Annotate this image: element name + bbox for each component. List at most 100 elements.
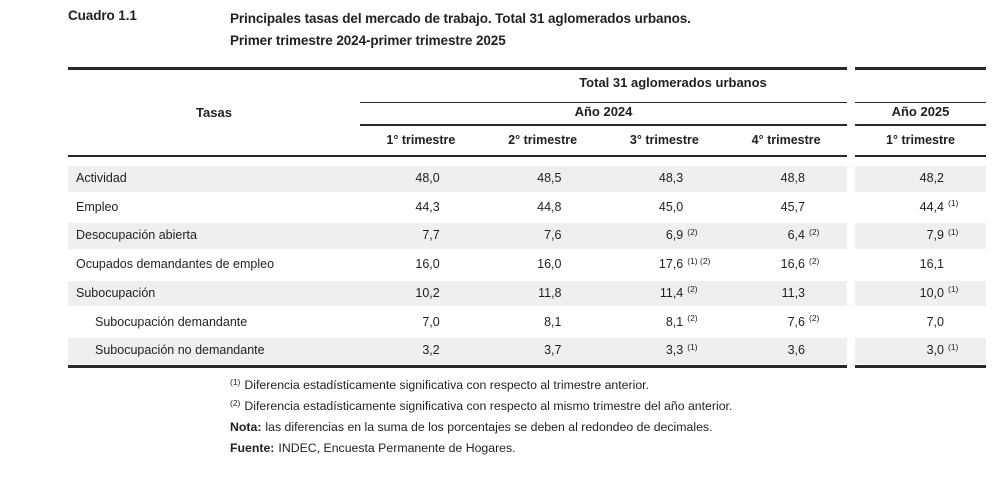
value: 7,0 (926, 314, 944, 329)
footnote-text: las diferencias en la suma de los porcen… (265, 420, 713, 434)
value: 45,7 (780, 199, 805, 214)
column-gap (847, 194, 855, 221)
value: 3,2 (422, 343, 440, 358)
table-row: Ocupados demandantes de empleo 16,0 16,0 17… (68, 252, 986, 278)
footnote-ref: (2) (809, 313, 820, 324)
value-cell: 44,4 (1) (855, 195, 986, 221)
column-gap (847, 338, 855, 364)
header-bottom-rule (68, 154, 847, 158)
quarter-header: 1° trimestre (386, 133, 456, 147)
footnote-line: Fuente: INDEC, Encuesta Permanente de Hog… (230, 438, 732, 459)
column-gap (847, 223, 855, 250)
value: 10,0 (919, 285, 944, 300)
row-label: Actividad (68, 166, 360, 192)
value-cell: 44,8 (482, 195, 604, 221)
value-cell: 48,8 (725, 166, 847, 192)
footnotes: (1) Diferencia estadísticamente significa… (230, 375, 732, 459)
value: 7,7 (422, 228, 440, 243)
footnote-ref: (2) (809, 226, 820, 237)
footnote-line: (1) Diferencia estadísticamente significa… (230, 375, 732, 396)
value-cell: 10,0 (1) (855, 280, 986, 307)
corner-header: Tasas (196, 105, 232, 120)
span-header-rule (855, 101, 986, 103)
row-label: Desocupación abierta (68, 223, 360, 250)
footnote-ref: (2) (687, 284, 698, 295)
value: 10,2 (415, 285, 440, 300)
footnote-ref: (1) (687, 341, 698, 352)
value-cell: 7,0 (360, 310, 482, 336)
value: 3,6 (787, 343, 805, 358)
value-cell: 8,1 (2) (604, 310, 726, 336)
year-header-rule (855, 124, 986, 126)
footnote-ref: (1) (948, 226, 959, 237)
value-cell: 10,2 (360, 280, 482, 307)
footnote-marker: (1) (230, 377, 241, 387)
table-number: Cuadro 1.1 (68, 8, 137, 23)
value-cell: 3,6 (725, 338, 847, 364)
value: 7,9 (926, 228, 944, 243)
footnote-text: INDEC, Encuesta Permanente de Hogares. (278, 441, 516, 455)
table-row: Empleo 44,3 44,8 45,0 45,7 44,4 (1) (68, 194, 986, 221)
value-cell: 45,0 (604, 195, 726, 221)
footnote-ref: (1) (948, 284, 959, 295)
value-cell: 7,0 (855, 310, 986, 336)
value: 48,8 (780, 171, 805, 186)
value-cell: 7,9 (1) (855, 223, 986, 250)
value: 16,0 (415, 257, 440, 272)
value: 7,6 (787, 314, 805, 329)
value-cell: 17,6 (1) (2) (604, 252, 726, 278)
row-label: Subocupación demandante (95, 314, 248, 329)
column-gap (847, 309, 855, 336)
value: 16,6 (780, 257, 805, 272)
row-label: Subocupación no demandante (68, 338, 360, 364)
column-gap (847, 252, 855, 278)
value: 48,2 (919, 171, 944, 186)
value: 3,7 (544, 343, 562, 358)
footnote-ref: (1) (948, 198, 959, 209)
statistics-table: Tasas Total 31 aglomerados urbanos Año 2… (68, 67, 986, 369)
table-bottom-rule (68, 365, 847, 368)
value: 16,0 (537, 257, 562, 272)
value-cell: 16,0 (482, 252, 604, 278)
header-bottom-rule (855, 154, 986, 158)
value-cell: 3,3 (1) (603, 338, 726, 364)
value-cell: 48,0 (360, 166, 482, 192)
value-cell: 11,3 (725, 280, 847, 307)
value: 44,4 (919, 199, 944, 214)
value-cell: 11,8 (481, 280, 604, 307)
value-cell: 11,4 (2) (603, 280, 726, 307)
value: 48,0 (415, 171, 440, 186)
row-label: Subocupación (68, 280, 360, 307)
column-gap (847, 280, 855, 307)
quarter-header: 4° trimestre (751, 133, 821, 147)
value-cell: 7,6 (2) (725, 310, 847, 336)
value: 8,1 (665, 314, 684, 329)
value: 6,4 (787, 228, 805, 243)
table-row: Subocupación 10,2 11,8 11,4 (2) 11,3 10,0 (1) (68, 280, 986, 307)
value-cell: 48,2 (855, 166, 986, 192)
value-cell: 48,5 (481, 166, 604, 192)
column-gap (847, 166, 855, 192)
value: 7,6 (544, 228, 562, 243)
footnote-prefix: Nota: (230, 420, 262, 434)
value: 3,3 (665, 343, 684, 358)
footnote-line: (2) Diferencia estadísticamente significa… (230, 396, 732, 417)
footnote-ref: (2) (809, 255, 820, 266)
quarter-header: 1° trimestre (886, 133, 955, 147)
row-label: Ocupados demandantes de empleo (76, 257, 275, 272)
value: 45,0 (658, 199, 684, 214)
value-cell: 6,9 (2) (603, 223, 726, 250)
value: 16,1 (919, 257, 944, 272)
value-cell: 16,6 (2) (725, 252, 847, 278)
quarter-header: 3° trimestre (629, 133, 699, 147)
value-cell: 3,7 (481, 338, 604, 364)
quarter-header: 2° trimestre (508, 133, 578, 147)
footnote-ref: (1) (2) (687, 255, 711, 266)
table-title-line1: Principales tasas del mercado de trabajo… (230, 11, 691, 26)
value: 8,1 (544, 314, 562, 329)
value-cell: 7,7 (360, 223, 482, 250)
table-row: Subocupación no demandante 3,2 3,7 3,3 (1) 3,… (68, 338, 986, 364)
value: 48,5 (537, 171, 562, 186)
footnote-ref: (1) (948, 341, 959, 352)
